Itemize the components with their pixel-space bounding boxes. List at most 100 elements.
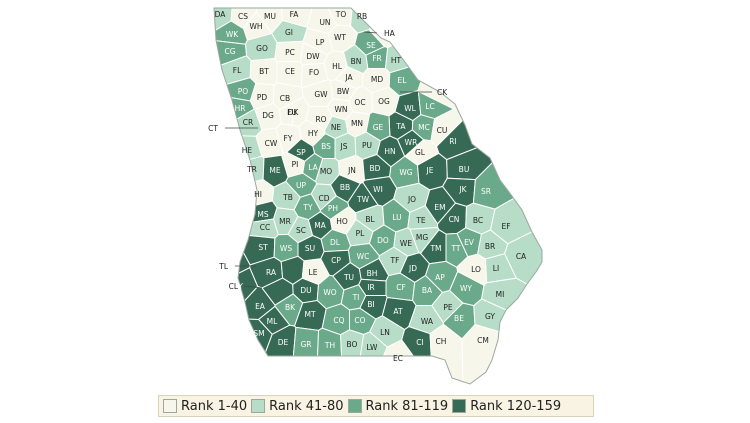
county-label-ct: CT — [208, 124, 218, 133]
county-label-ms: MS — [257, 210, 268, 219]
legend-item-rank-41-80[interactable]: Rank 41-80 — [251, 399, 344, 414]
county-label-mo: MO — [320, 167, 332, 176]
county-label-pl: PL — [356, 229, 366, 238]
county-label-bo: BO — [347, 340, 358, 349]
county-label-wg: WG — [399, 168, 412, 177]
county-label-ht: HT — [391, 56, 402, 65]
county-label-lc: LC — [425, 102, 434, 111]
county-label-cn: CN — [449, 215, 460, 224]
county-label-mt: MT — [304, 310, 315, 319]
county-label-la: LA — [308, 163, 318, 172]
county-label-ch: CH — [436, 337, 447, 346]
county-label-fl: FL — [233, 66, 242, 75]
county-label-se: SE — [366, 41, 376, 50]
callout-lines — [225, 31, 432, 289]
county-label-po: PO — [238, 87, 249, 96]
county-label-fu: FU — [287, 108, 297, 117]
county-label-li: LI — [493, 264, 499, 273]
legend-item-rank-81-119[interactable]: Rank 81-119 — [347, 399, 448, 414]
county-label-ln: LN — [380, 328, 390, 337]
county-label-we: WE — [400, 239, 412, 248]
county-label-te: TE — [415, 216, 426, 225]
county-cm[interactable] — [461, 324, 560, 385]
county-label-wn: WN — [334, 105, 347, 114]
county-label-js: JS — [340, 142, 348, 151]
legend-item-rank-1-40[interactable]: Rank 1-40 — [163, 399, 247, 414]
county-label-wi: WI — [373, 185, 383, 194]
county-label-og: OG — [378, 97, 390, 106]
county-label-jo: JO — [407, 195, 416, 204]
county-label-up: UP — [296, 181, 306, 190]
county-bo[interactable] — [340, 329, 365, 385]
county-label-go: GO — [256, 44, 268, 53]
county-tr[interactable] — [200, 155, 265, 196]
county-label-tb: TB — [282, 193, 293, 202]
county-label-hi: HI — [254, 190, 262, 199]
county-label-tw: TW — [356, 195, 370, 204]
county-label-bw: BW — [337, 87, 350, 96]
county-label-oc: OC — [354, 98, 365, 107]
county-label-cr: CR — [243, 118, 253, 127]
county-label-ri: RI — [449, 137, 456, 146]
county-label-wh: WH — [249, 22, 262, 31]
callout-line-ha — [363, 31, 378, 34]
county-label-gr: GR — [300, 340, 311, 349]
county-label-tt: TT — [450, 244, 460, 253]
county-label-le: LE — [309, 268, 318, 277]
county-label-lp: LP — [316, 38, 325, 47]
county-label-co: CO — [354, 316, 365, 325]
county-label-ma: MA — [314, 221, 326, 230]
county-label-ho: HO — [336, 217, 348, 226]
county-label-bt: BT — [259, 67, 269, 76]
county-label-dw: DW — [306, 52, 320, 61]
county-ct[interactable] — [200, 89, 236, 179]
county-label-wo: WO — [323, 288, 336, 297]
legend-item-rank-120-159[interactable]: Rank 120-159 — [452, 399, 561, 414]
county-th[interactable] — [315, 327, 344, 385]
county-label-ph: PH — [328, 204, 338, 213]
county-label-bk: BK — [285, 303, 296, 312]
county-label-sp: SP — [296, 148, 306, 157]
county-label-mn: MN — [351, 119, 363, 128]
county-cc[interactable] — [224, 218, 279, 239]
county-label-fy: FY — [284, 134, 293, 143]
legend-swatch — [251, 399, 266, 413]
state-outline — [213, 7, 543, 385]
county-label-wc: WC — [357, 252, 370, 261]
county-label-hr: HR — [235, 104, 246, 113]
callout-line-cl — [244, 285, 263, 289]
county-label-su: SU — [305, 244, 315, 253]
county-label-ml: ML — [267, 317, 278, 326]
county-label-sc: SC — [296, 226, 306, 235]
county-label-wa: WA — [421, 317, 434, 326]
county-label-tm: TM — [429, 244, 441, 253]
county-label-bu: BU — [459, 165, 470, 174]
county-label-cb: CB — [280, 94, 290, 103]
county-label-ge: GE — [373, 123, 384, 132]
county-label-ja: JA — [344, 73, 353, 82]
county-label-ba: BA — [422, 286, 433, 295]
county-label-un: UN — [319, 18, 330, 27]
county-label-jk: JK — [458, 185, 467, 194]
county-label-bs: BS — [321, 142, 331, 151]
county-label-pi: PI — [292, 160, 299, 169]
county-label-wl: WL — [404, 104, 416, 113]
county-label-hl: HL — [332, 62, 343, 71]
county-label-cl: CL — [229, 282, 239, 291]
county-label-gy: GY — [485, 312, 495, 321]
county-label-fa: FA — [290, 10, 300, 19]
county-label-to: TO — [335, 10, 347, 19]
county-label-st: ST — [258, 243, 268, 252]
legend-swatch — [347, 399, 362, 413]
county-label-ws: WS — [280, 244, 292, 253]
county-label-du: DU — [300, 286, 311, 295]
county-label-gw: GW — [314, 90, 328, 99]
county-label-be: BE — [454, 314, 464, 323]
county-label-pu: PU — [362, 141, 372, 150]
county-label-ti: TI — [352, 293, 360, 302]
county-label-bc: BC — [473, 216, 483, 225]
county-label-tu: TU — [343, 273, 354, 282]
county-label-do: DO — [377, 236, 389, 245]
